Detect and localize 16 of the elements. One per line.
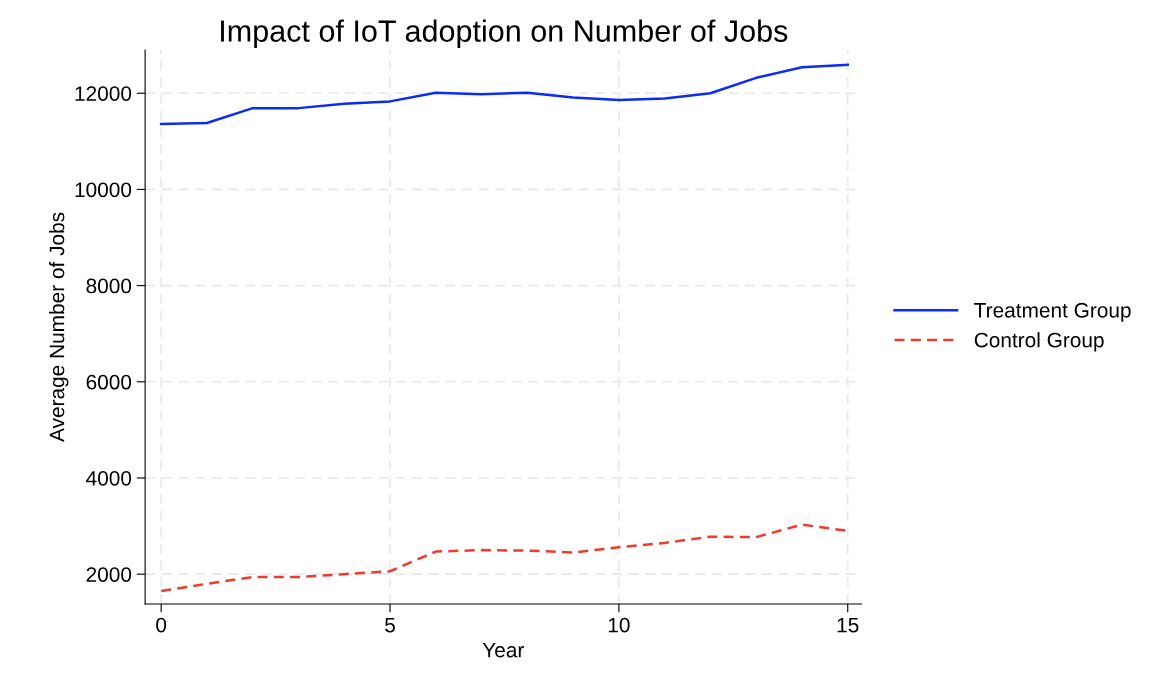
y-tick-label: 2000 — [86, 567, 132, 582]
y-tick-label: 6000 — [86, 374, 132, 390]
x-tick-label: 10 — [608, 617, 630, 633]
x-tick-label: 0 — [156, 617, 167, 633]
chart-title: Impact of IoT adoption on Number of Jobs — [221, 19, 788, 48]
y-tick-label: 12000 — [75, 86, 132, 101]
line-series — [159, 63, 849, 126]
legend-label: Treatment Group — [974, 302, 1131, 322]
legend-label: Control Group — [974, 332, 1104, 352]
x-tick-label: 15 — [837, 617, 859, 633]
x-tick-label: 5 — [385, 617, 395, 633]
y-tick-label: 10000 — [75, 182, 132, 198]
y-tick-label: 8000 — [86, 278, 132, 294]
y-axis-title: Average Number of Jobs — [49, 212, 69, 442]
y-tick-label: 4000 — [86, 470, 132, 486]
x-axis-title: Year — [482, 642, 524, 658]
